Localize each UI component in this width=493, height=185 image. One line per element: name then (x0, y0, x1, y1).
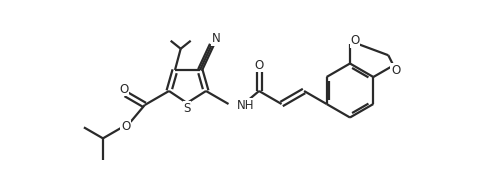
Text: NH: NH (237, 98, 254, 112)
Text: O: O (254, 58, 264, 71)
Text: N: N (211, 32, 220, 45)
Text: O: O (351, 34, 359, 47)
Text: O: O (119, 83, 128, 95)
Text: O: O (121, 120, 130, 133)
Text: S: S (183, 102, 191, 115)
Text: O: O (391, 63, 400, 77)
